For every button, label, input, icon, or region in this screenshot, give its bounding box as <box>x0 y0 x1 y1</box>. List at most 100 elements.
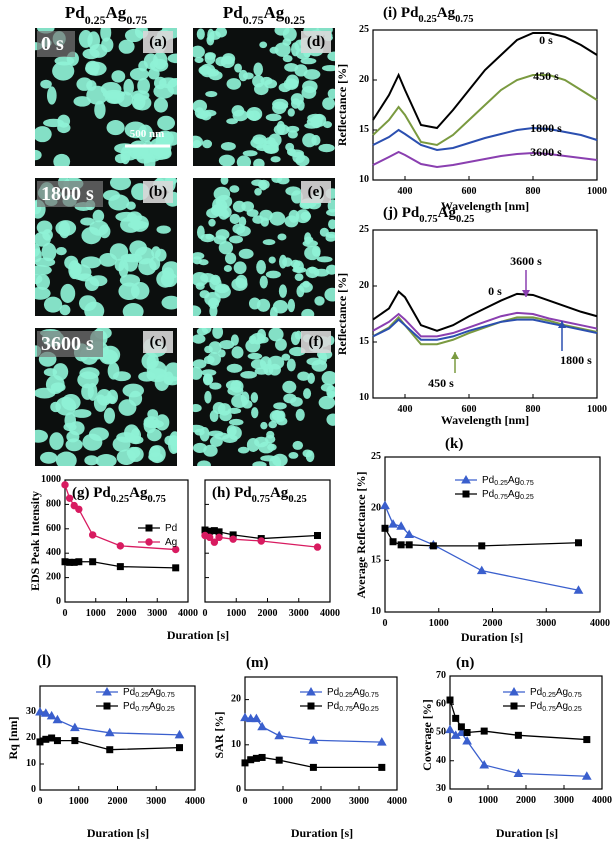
x-tick-label: 1000 <box>478 795 498 806</box>
grain <box>274 42 291 57</box>
grain <box>223 264 232 272</box>
marker <box>65 494 74 502</box>
grain <box>73 96 91 107</box>
grain <box>193 334 206 344</box>
y-tick-label: 30 <box>436 783 446 794</box>
sem-image <box>193 28 335 166</box>
grain <box>84 455 99 466</box>
grain <box>89 275 108 287</box>
marker <box>573 585 584 594</box>
grain <box>206 208 220 219</box>
grain <box>64 412 77 429</box>
grain <box>268 328 284 342</box>
series-line <box>372 318 598 341</box>
series-line <box>372 74 598 147</box>
y-tick-label: 10 <box>26 758 36 769</box>
marker <box>89 558 97 566</box>
grain <box>269 306 278 316</box>
y-tick-label: 20 <box>26 732 36 743</box>
chart-title: (h) Pd0.75Ag0.25 <box>212 485 307 504</box>
grain <box>218 349 226 358</box>
marker <box>462 735 472 745</box>
grain <box>101 37 114 53</box>
grain <box>248 335 257 345</box>
y-tick-label: 15 <box>371 555 381 566</box>
grain <box>205 90 218 98</box>
grain <box>202 139 213 149</box>
x-axis-label: Wavelength [nm] <box>441 413 529 427</box>
grain <box>220 142 236 151</box>
grain <box>198 259 209 266</box>
grain <box>237 446 250 454</box>
grain <box>312 113 327 127</box>
grain <box>116 449 136 465</box>
grain <box>268 420 278 429</box>
marker <box>376 737 387 746</box>
grain <box>205 233 214 240</box>
grain <box>282 54 293 63</box>
grain <box>149 256 161 271</box>
grain <box>217 403 232 416</box>
grain <box>215 194 233 209</box>
grain <box>35 126 52 143</box>
legend-label: Pd0.75Ag0.25 <box>123 701 175 714</box>
y-tick-label: 20 <box>359 74 369 85</box>
marker <box>258 753 266 761</box>
grain <box>286 125 300 133</box>
chart-title: (m) <box>246 655 269 671</box>
grain <box>318 395 335 410</box>
grain <box>164 435 175 446</box>
grain <box>226 425 237 437</box>
grain <box>297 100 305 111</box>
grain <box>271 410 285 421</box>
y-tick-label: 15 <box>359 336 369 347</box>
grain <box>231 346 244 359</box>
marker <box>457 723 465 731</box>
x-tick-label: 4000 <box>387 796 407 807</box>
grain <box>50 382 66 393</box>
grain <box>193 45 205 58</box>
grain <box>100 345 121 364</box>
y-axis-label: EDS Peak Intensity <box>28 491 42 591</box>
y-tick-label: 10 <box>231 739 241 750</box>
x-tick-label: 800 <box>526 404 541 415</box>
marker <box>240 712 250 722</box>
marker <box>106 746 114 754</box>
x-tick-label: 0 <box>63 608 68 619</box>
plot-frame <box>372 29 598 181</box>
x-tick-label: 1000 <box>86 608 106 619</box>
y-tick-label: 40 <box>436 755 446 766</box>
grain <box>209 276 222 291</box>
grain <box>46 86 57 105</box>
grain <box>272 453 288 466</box>
marker <box>446 696 454 704</box>
x-tick-label: 0 <box>448 795 453 806</box>
marker <box>103 702 111 710</box>
grain <box>253 158 265 166</box>
marker <box>71 737 79 745</box>
grain <box>218 209 229 220</box>
marker <box>48 734 56 742</box>
grain <box>35 231 51 247</box>
grain <box>301 85 317 99</box>
grain <box>208 341 222 354</box>
grain <box>242 399 253 409</box>
grain <box>303 388 312 400</box>
marker <box>53 737 61 745</box>
sem-image <box>193 178 335 316</box>
grain <box>57 114 71 128</box>
x-tick-label: 4000 <box>590 618 610 629</box>
marker <box>380 500 390 510</box>
grain <box>103 407 116 424</box>
grain <box>292 151 306 164</box>
grain <box>95 454 117 466</box>
scale-bar-label: 500 nm <box>130 128 165 140</box>
marker <box>274 730 285 740</box>
legend-label: Pd0.25Ag0.75 <box>123 687 175 700</box>
grain <box>52 61 75 81</box>
y-tick-label: 60 <box>436 699 446 710</box>
grain <box>294 330 303 340</box>
marker <box>581 771 592 780</box>
grain <box>193 305 202 316</box>
